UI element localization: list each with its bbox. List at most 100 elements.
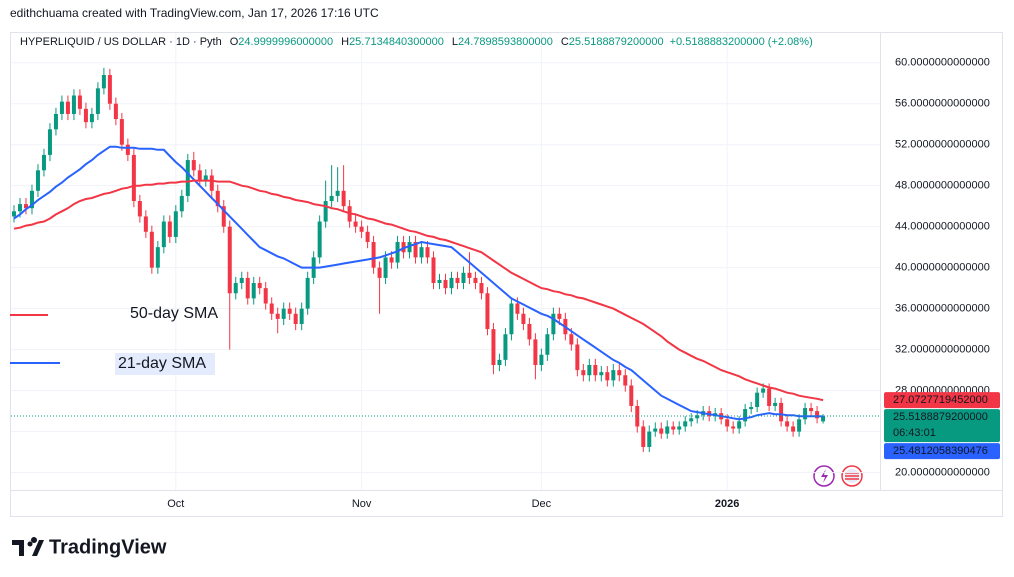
candle-body bbox=[497, 359, 502, 365]
candle-body bbox=[305, 277, 310, 309]
price-label-box bbox=[884, 409, 1000, 443]
candle-body bbox=[419, 247, 424, 258]
candle-body bbox=[179, 195, 184, 212]
y-tick-label: 36.0000000000000 bbox=[895, 303, 990, 315]
candle-body bbox=[641, 426, 646, 447]
candle-body bbox=[737, 421, 742, 429]
candle-body bbox=[539, 354, 544, 365]
candle-body bbox=[533, 339, 538, 365]
candle-body bbox=[755, 392, 760, 408]
candle-body bbox=[605, 372, 610, 381]
y-tick-label: 32.0000000000000 bbox=[895, 344, 990, 356]
candle-body bbox=[617, 370, 622, 376]
candle-body bbox=[653, 428, 658, 432]
chart-title: HYPERLIQUID / US DOLLAR · 1D · Pyth bbox=[20, 36, 222, 48]
candle-body bbox=[317, 221, 322, 258]
candle-body bbox=[725, 419, 730, 427]
candle-body bbox=[779, 402, 784, 422]
candle-body bbox=[389, 257, 394, 263]
candle-body bbox=[269, 303, 274, 314]
candle-body bbox=[599, 372, 604, 376]
x-tick-label: Dec bbox=[532, 498, 552, 510]
candle-body bbox=[677, 426, 682, 430]
candle-body bbox=[137, 201, 142, 217]
plot-area bbox=[11, 33, 880, 490]
candle-body bbox=[383, 257, 388, 278]
candle-body bbox=[659, 428, 664, 434]
candle-body bbox=[203, 175, 208, 181]
candle-body bbox=[59, 101, 64, 114]
candle-body bbox=[335, 190, 340, 196]
x-tick-label: Nov bbox=[352, 498, 372, 510]
candle-body bbox=[749, 407, 754, 410]
ohlc-value: 25.5188879200000 bbox=[569, 36, 664, 48]
candle-body bbox=[683, 421, 688, 427]
candle-body bbox=[377, 267, 382, 278]
candle-body bbox=[251, 283, 256, 299]
candle-body bbox=[233, 283, 238, 294]
x-tick-label: Oct bbox=[167, 498, 184, 510]
candle-body bbox=[197, 170, 202, 181]
logo-text: TradingView bbox=[49, 536, 167, 558]
chart-legend: HYPERLIQUID / US DOLLAR · 1D · Pyth O24.9… bbox=[20, 36, 813, 48]
candle-body bbox=[83, 108, 88, 123]
candle-body bbox=[521, 313, 526, 325]
candle-body bbox=[143, 216, 148, 232]
y-tick-label: 60.0000000000000 bbox=[895, 57, 990, 69]
candle-body bbox=[665, 426, 670, 434]
candle-body bbox=[695, 415, 700, 419]
candle-body bbox=[587, 364, 592, 376]
chart-frame bbox=[10, 32, 1003, 517]
price-label-box bbox=[884, 392, 1000, 409]
candle-body bbox=[29, 190, 34, 209]
candle-body bbox=[815, 411, 820, 419]
candle-body bbox=[119, 119, 124, 145]
candle-body bbox=[17, 204, 22, 212]
candle-body bbox=[71, 95, 76, 114]
candle-body bbox=[461, 272, 466, 284]
candle-body bbox=[809, 408, 814, 412]
candle-body bbox=[161, 221, 166, 248]
candle-body bbox=[191, 160, 196, 171]
candle-body bbox=[455, 277, 460, 284]
candle-body bbox=[545, 334, 550, 355]
price-label: 27.0727719452000 bbox=[893, 394, 988, 406]
candle-body bbox=[275, 313, 280, 319]
price-change: +0.5188883200000 (+2.08%) bbox=[670, 36, 813, 48]
candle-body bbox=[785, 421, 790, 427]
x-tick-label: 2026 bbox=[715, 498, 739, 510]
legend-label: 21-day SMA bbox=[118, 355, 206, 372]
ohlc-label: C bbox=[561, 36, 569, 48]
candle-body bbox=[743, 409, 748, 422]
ohlc-value: 24.7898593800000 bbox=[458, 36, 553, 48]
candle-body bbox=[731, 426, 736, 429]
candle-body bbox=[359, 226, 364, 232]
ohlc-value: 25.7134840300000 bbox=[349, 36, 444, 48]
candle-body bbox=[125, 144, 130, 155]
candle-body bbox=[293, 313, 298, 325]
ohlc-label: L bbox=[452, 36, 458, 48]
candle-body bbox=[503, 334, 508, 360]
ohlc-value: 24.9999996000000 bbox=[238, 36, 333, 48]
candle-body bbox=[485, 293, 490, 330]
tv-logo: TradingView bbox=[12, 536, 167, 558]
candle-body bbox=[569, 334, 574, 345]
candle-body bbox=[221, 206, 226, 227]
candle-body bbox=[557, 313, 562, 319]
candle-body bbox=[77, 95, 82, 109]
price-label: 25.5188879200000 bbox=[893, 411, 988, 423]
candle-body bbox=[173, 211, 178, 237]
candle-body bbox=[131, 154, 136, 202]
candle-body bbox=[491, 329, 496, 365]
attribution: edithchuama created with TradingView.com… bbox=[10, 6, 379, 20]
candle-body bbox=[35, 170, 40, 191]
candle-body bbox=[803, 408, 808, 420]
candle-body bbox=[689, 418, 694, 422]
candle-body bbox=[167, 221, 172, 237]
candle-body bbox=[11, 211, 16, 217]
candle-body bbox=[443, 279, 448, 289]
ohlc-label: O bbox=[230, 36, 239, 48]
y-tick-label: 52.0000000000000 bbox=[895, 139, 990, 151]
y-tick-label: 40.0000000000000 bbox=[895, 262, 990, 274]
